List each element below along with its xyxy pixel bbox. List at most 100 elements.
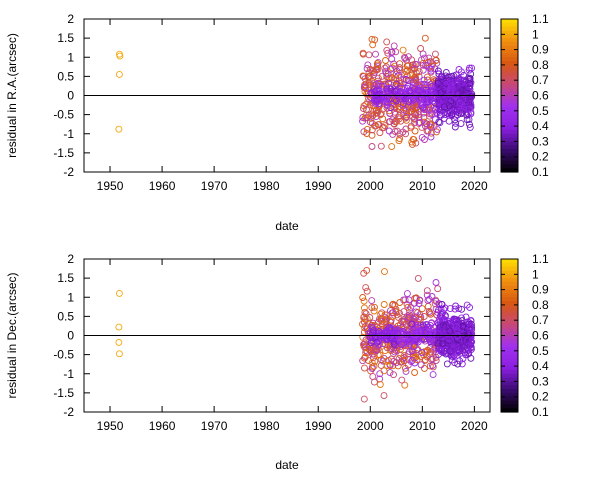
data-point — [415, 111, 423, 119]
data-point — [444, 337, 452, 345]
data-point — [365, 79, 373, 87]
y-tick-label: -1 — [63, 127, 74, 141]
data-point — [115, 71, 123, 78]
x-tick-label: 1960 — [149, 179, 176, 193]
data-point — [386, 369, 394, 377]
data-point — [362, 346, 370, 354]
data-point — [372, 50, 379, 58]
x-tick-label: 1980 — [253, 419, 280, 433]
colorbar-tick-label: 0.5 — [532, 104, 549, 118]
colorbar-tick-label: 0.8 — [532, 58, 549, 72]
data-point — [436, 119, 444, 127]
colorbar-segment — [501, 339, 518, 344]
data-point — [438, 300, 446, 308]
data-point — [467, 354, 475, 362]
data-point — [410, 110, 418, 117]
data-point — [375, 99, 383, 107]
data-point — [371, 303, 378, 311]
colorbar-segment — [501, 312, 518, 317]
data-point — [404, 303, 412, 311]
colorbar-segment — [501, 126, 518, 131]
data-point — [407, 122, 415, 130]
colorbar-segment — [501, 91, 518, 97]
data-point — [365, 51, 373, 59]
data-point — [382, 330, 390, 338]
data-point — [434, 97, 442, 105]
data-point — [459, 86, 467, 94]
y-tick-label: 1 — [67, 50, 74, 64]
data-point — [427, 310, 435, 318]
data-point — [362, 284, 370, 292]
data-point — [359, 294, 367, 301]
data-point — [427, 123, 435, 131]
data-point — [447, 350, 455, 358]
colorbar-segment — [501, 164, 518, 169]
x-tick-label: 1970 — [201, 419, 228, 433]
data-point — [392, 48, 400, 56]
data-point — [370, 362, 378, 370]
data-point — [394, 313, 402, 321]
data-point — [360, 297, 368, 305]
colorbar-segment — [501, 293, 518, 298]
x-tick-label: 2000 — [357, 419, 384, 433]
data-point — [410, 64, 418, 72]
data-point — [459, 355, 467, 362]
data-point — [388, 48, 396, 56]
data-point — [359, 333, 367, 341]
x-tick-label: 1980 — [253, 179, 280, 193]
data-point — [434, 67, 442, 75]
colorbar-tick-label: 1 — [532, 27, 539, 41]
colorbar-tick-label: 0.6 — [532, 329, 549, 343]
data-point — [404, 83, 412, 91]
colorbar-segment — [501, 141, 518, 146]
x-tick-label: 1990 — [305, 419, 332, 433]
colorbar-segment — [501, 84, 518, 89]
colorbar-segment — [501, 19, 518, 24]
data-point — [467, 317, 475, 324]
colorbar-tick-label: 1.1 — [532, 12, 549, 26]
data-point — [412, 77, 420, 85]
data-point — [403, 62, 411, 70]
data-point — [447, 82, 455, 89]
data-point — [466, 64, 473, 72]
data-point — [397, 80, 405, 88]
data-point — [457, 100, 464, 108]
data-point — [402, 130, 410, 138]
y-tick-label: 0 — [67, 329, 74, 343]
data-point — [442, 111, 450, 118]
colorbar-tick-label: 0.9 — [532, 283, 549, 297]
data-point — [372, 87, 380, 95]
data-point — [440, 103, 448, 111]
y-tick-label: -1.5 — [53, 146, 74, 160]
colorbar-segment — [501, 34, 518, 39]
data-point — [361, 353, 369, 361]
data-point — [391, 96, 399, 104]
data-point — [454, 360, 462, 368]
colorbar-segment — [501, 324, 518, 329]
data-point — [457, 346, 465, 354]
data-point — [442, 72, 450, 80]
colorbar-segment — [501, 259, 518, 264]
data-point — [421, 34, 429, 42]
data-point — [394, 330, 402, 338]
colorbar-segment — [501, 30, 518, 35]
data-point — [401, 54, 409, 62]
data-point — [414, 309, 422, 317]
ra-residual-panel: 1950 1960 1970 1980 1990 2000 2010 2020 -2 -1.5 -1… — [5, 12, 549, 233]
data-point — [384, 70, 392, 78]
data-point — [388, 74, 396, 82]
data-point — [380, 301, 388, 308]
data-point — [445, 330, 453, 338]
data-point — [457, 68, 465, 76]
data-point — [389, 301, 396, 309]
data-point — [467, 343, 475, 351]
x-tick-label: 2000 — [357, 179, 384, 193]
data-point — [398, 376, 406, 384]
data-point — [462, 111, 470, 119]
colorbar-segment — [501, 270, 518, 275]
data-point — [454, 321, 462, 329]
data-point — [421, 97, 429, 105]
data-point — [464, 87, 472, 94]
data-point — [445, 110, 453, 118]
x-tick-label: 2020 — [461, 179, 488, 193]
